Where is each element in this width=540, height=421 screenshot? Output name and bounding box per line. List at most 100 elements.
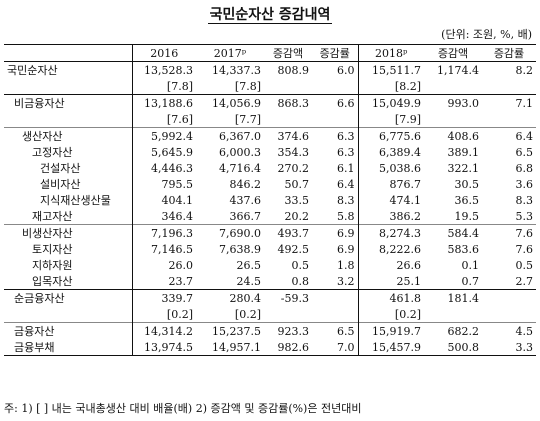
table-row: 고정자산 5,645.9 6,000.3 354.3 6.3 6,389.4 389.1 6.… [4,144,536,160]
cell-r2: 8.3 [515,193,534,207]
row-label: 재고자산 [32,209,73,223]
cell-v2017: 14,337.3 [212,63,261,77]
cell-v2016: [7.8] [131,78,196,95]
cell-v2016: 13,188.6 [131,94,196,111]
header-2017: 2017ᵖ [196,44,264,62]
cell-v2016: 5,992.4 [131,127,196,144]
cell-c1: 33.5 [284,193,310,207]
header-2018: 2018ᵖ [357,44,424,62]
cell-c1: 492.5 [277,242,310,256]
cell-r1 [312,111,358,128]
cell-r2: 8.2 [515,63,534,77]
cell-r2 [482,289,536,306]
cell-c1: 0.8 [291,274,310,288]
cell-r2: 7.1 [482,94,536,111]
cell-c2: 993.0 [424,94,482,111]
cell-v2016: 404.1 [131,192,196,208]
cell-v2018: 26.6 [357,257,424,273]
cell-r1: 6.0 [337,63,355,77]
row-label: 지식재산생산물 [40,193,111,207]
header-blank [4,44,132,62]
cell-v2018: 15,049.9 [357,94,424,111]
row-label: 비생산자산 [4,224,132,241]
cell-c1 [264,306,312,323]
row-label [4,111,132,128]
cell-c2: 322.1 [447,161,480,175]
page-title: 국민순자산 증감내역 [207,7,333,24]
cell-r1: 6.9 [312,224,358,241]
cell-c2 [424,78,482,95]
cell-v2017: [7.7] [234,112,261,126]
cell-c1: 20.2 [284,209,310,223]
header-change-rate-2018: 증감률 [482,44,536,62]
cell-r2: 3.3 [482,339,536,356]
cell-c2: 181.4 [424,289,482,306]
table-row: 지하자원 26.0 26.5 0.5 1.8 26.6 0.1 0.5 [4,257,536,273]
cell-v2016: 7,146.5 [131,241,196,257]
cell-v2017: 280.4 [196,289,264,306]
cell-v2016: 5,645.9 [131,144,196,160]
cell-r2: 6.5 [515,145,534,159]
header-2016: 2016 [131,44,196,62]
cell-v2016: 26.0 [131,257,196,273]
cell-v2017: 7,690.0 [196,224,264,241]
cell-r1: 7.0 [312,339,358,356]
cell-v2018: [8.2] [357,78,424,95]
cell-v2016: 14,314.2 [131,322,196,339]
table-row: 토지자산 7,146.5 7,638.9 492.5 6.9 8,222.6 583.6 7.… [4,241,536,257]
cell-v2016: [0.2] [131,306,196,323]
cell-v2018: 8,222.6 [357,241,424,257]
cell-c1: 0.5 [291,258,310,272]
cell-c1: 354.3 [277,145,310,159]
row-label: 지하자원 [32,258,73,272]
header-change-amount-2017: 증감액 [264,44,312,62]
cell-v2016: 4,446.3 [131,160,196,176]
row-label: 순금융자산 [4,289,132,306]
cell-r2 [482,78,536,95]
cell-c1: 493.7 [264,224,312,241]
table-row: 생산자산 5,992.4 6,367.0 374.6 6.3 6,775.6 408.6 6.… [4,127,536,144]
cell-c2: 408.6 [424,127,482,144]
cell-r2: 6.4 [482,127,536,144]
cell-r1: 5.8 [337,209,355,223]
cell-v2016: 795.5 [131,176,196,192]
cell-v2018: 6,389.4 [357,144,424,160]
cell-r2: 7.6 [515,242,534,256]
row-label: 국민순자산 [7,63,58,77]
cell-c2 [424,306,482,323]
cell-r2 [482,111,536,128]
cell-r1: 6.3 [312,127,358,144]
cell-c1: 808.9 [277,63,310,77]
cell-v2018: 15,919.7 [357,322,424,339]
cell-c2: 682.2 [424,322,482,339]
net-assets-table: 2016 2017ᵖ 증감액 증감률 2018ᵖ 증감액 증감률 국민순자산 13… [4,44,536,356]
cell-v2018: 5,038.6 [357,160,424,176]
cell-r1 [312,289,358,306]
cell-r1: 6.6 [312,94,358,111]
cell-v2017: 7,638.9 [219,242,261,256]
table-body: 국민순자산 13,528.3 14,337.3 808.9 6.0 15,511.7 1,1… [4,61,536,356]
table-row: 설비자산 795.5 846.2 50.7 6.4 876.7 30.5 3.6 [4,176,536,192]
cell-r1: 6.9 [337,242,355,256]
row-label: 생산자산 [4,127,132,144]
row-label [4,306,132,323]
cell-v2018: 8,274.3 [357,224,424,241]
cell-r2: 7.6 [482,224,536,241]
cell-v2017: 26.5 [236,258,262,272]
cell-v2018: [0.2] [357,306,424,323]
cell-v2017: 366.7 [229,209,262,223]
cell-c1: 923.3 [264,322,312,339]
row-label: 설비자산 [40,177,81,191]
cell-v2017: 846.2 [229,177,262,191]
row-label: 토지자산 [32,242,73,256]
cell-v2018: 386.2 [357,208,424,225]
table-row: 비금융자산 13,188.6 14,056.9 868.3 6.6 15,049.9 993… [4,94,536,111]
cell-r2: 0.5 [515,258,534,272]
cell-c2: 30.5 [454,177,480,191]
table-row: [7.8] [7.8] [8.2] [4,78,536,95]
cell-v2017: 15,237.5 [196,322,264,339]
cell-r2: 2.7 [515,274,534,288]
table-row: 순금융자산 339.7 280.4 -59.3 461.8 181.4 [4,289,536,306]
cell-v2018: 25.1 [357,273,424,290]
